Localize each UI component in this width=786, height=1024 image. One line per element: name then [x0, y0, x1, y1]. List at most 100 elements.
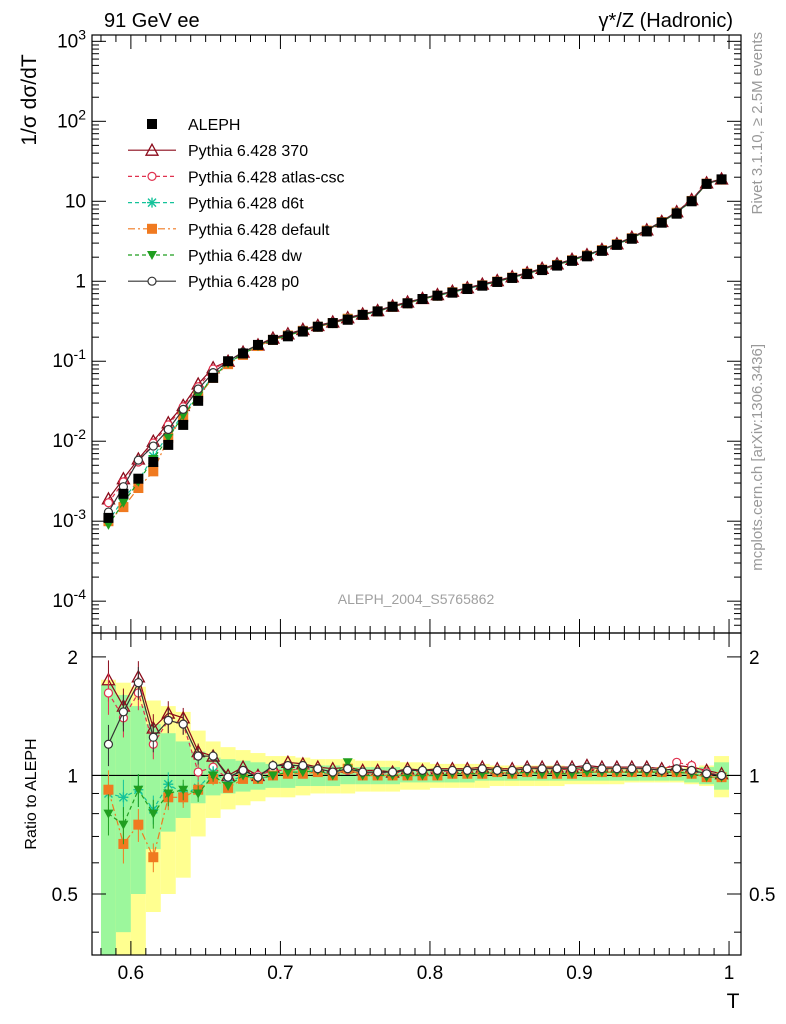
- ratio-marker: [103, 739, 114, 749]
- data-point: [208, 372, 219, 383]
- series-marker: [133, 483, 144, 494]
- main-data-points: [103, 174, 727, 523]
- data-point: [701, 178, 712, 189]
- ratio-marker: [133, 678, 143, 688]
- ratio-marker: [193, 767, 203, 777]
- series-marker: [148, 466, 159, 477]
- data-point: [282, 331, 293, 342]
- series-marker: [163, 433, 174, 443]
- data-point: [223, 356, 234, 367]
- header-right-text: γ*/Z (Hadronic): [599, 10, 733, 32]
- ratio-marker: [627, 764, 637, 774]
- legend-label: Pythia 6.428 p0: [188, 274, 299, 291]
- ratio-marker: [103, 809, 114, 819]
- rivet-version-text: Rivet 3.1.10, ≥ 2.5M events: [749, 32, 766, 215]
- data-point: [178, 419, 189, 430]
- data-point: [656, 217, 667, 228]
- ratio-marker: [687, 765, 697, 775]
- main-y-axis-title: 1/σ dσ/dT: [18, 54, 41, 145]
- ratio-marker: [642, 764, 652, 774]
- data-point: [148, 456, 159, 467]
- ratio-marker: [283, 760, 293, 771]
- data-point: [507, 272, 518, 283]
- ratio-series-group: [92, 660, 741, 873]
- ratio-marker: [223, 772, 233, 782]
- legend-marker: [147, 276, 157, 286]
- ratio-marker: [702, 769, 712, 779]
- ratio-marker: [133, 819, 144, 830]
- data-point: [611, 239, 622, 250]
- legend-item: ALEPH: [147, 117, 240, 134]
- legend-label: Pythia 6.428 370: [188, 143, 308, 160]
- series-marker: [118, 498, 129, 508]
- legend-item: Pythia 6.428 370: [128, 142, 308, 160]
- ratio-marker: [118, 792, 129, 803]
- ratio-marker: [238, 765, 248, 775]
- data-point: [462, 284, 473, 295]
- data-point: [537, 265, 548, 276]
- star-stroke: [147, 198, 157, 208]
- legend-item: Pythia 6.428 p0: [128, 274, 299, 291]
- x-tick-label: 0.6: [118, 963, 144, 984]
- data-point: [686, 196, 697, 207]
- ratio-marker: [148, 852, 159, 863]
- data-point: [297, 326, 308, 337]
- ratio-marker: [492, 765, 502, 775]
- ratio-marker: [133, 785, 144, 795]
- legend-label: Pythia 6.428 d6t: [188, 196, 304, 213]
- legend-marker: [147, 197, 157, 208]
- ratio-y-tick-label: 2: [749, 648, 760, 669]
- x-tick-label: 0.9: [566, 963, 592, 984]
- ratio-marker: [552, 764, 562, 774]
- ratio-marker: [208, 751, 218, 761]
- legend-marker: [147, 223, 157, 234]
- x-tick-label: 0.8: [417, 963, 443, 984]
- legend-item: Pythia 6.428 d6t: [128, 196, 304, 213]
- ratio-marker: [567, 764, 577, 774]
- ratio-y-tick-label: 1: [67, 766, 78, 787]
- data-point: [641, 226, 652, 237]
- series-marker: [103, 520, 114, 530]
- ratio-y-axis-title: Ratio to ALEPH: [23, 738, 40, 849]
- data-point: [522, 269, 533, 280]
- ratio-marker: [716, 770, 727, 781]
- ratio-marker: [178, 785, 189, 795]
- legend: ALEPH Pythia 6.428 370 Pythia 6.428 atlas-…: [128, 117, 345, 291]
- legend-label: Pythia 6.428 default: [188, 222, 330, 239]
- data-point: [387, 301, 398, 312]
- data-point: [357, 309, 368, 320]
- ratio-marker: [118, 820, 129, 830]
- y-tick-label: 10-3: [52, 506, 86, 532]
- ratio-plot-frame: [91, 632, 742, 956]
- ratio-marker: [253, 772, 263, 782]
- x-axis-title: T: [727, 990, 740, 1013]
- y-tick-label: 103: [57, 26, 86, 52]
- legend-label: ALEPH: [188, 117, 240, 134]
- x-tick-label: 0.7: [267, 963, 293, 984]
- ratio-marker: [148, 732, 158, 742]
- ratio-marker: [462, 765, 472, 775]
- legend-marker: [147, 119, 157, 129]
- data-point: [103, 512, 114, 523]
- ratio-marker: [507, 765, 517, 775]
- legend-item: Pythia 6.428 default: [128, 222, 330, 239]
- data-point: [327, 318, 338, 329]
- ratio-marker: [223, 782, 234, 792]
- legend-item: Pythia 6.428 atlas-csc: [128, 169, 345, 186]
- y-tick-label: 10-2: [52, 426, 86, 452]
- ratio-marker: [103, 688, 114, 698]
- header-left-text: 91 GeV ee: [104, 10, 200, 32]
- data-point: [252, 339, 263, 350]
- ratio-marker: [657, 765, 667, 775]
- data-point: [626, 233, 637, 244]
- data-point: [552, 260, 563, 271]
- ratio-marker: [178, 719, 188, 729]
- ratio-marker: [343, 764, 353, 774]
- legend-label: Pythia 6.428 dw: [188, 248, 302, 265]
- data-point: [342, 314, 353, 325]
- axes-group: 10-4 10-3 10-2 10-1 1 10 102 103 0.6 0.7 0.8 0.9 1 0.…: [52, 26, 776, 984]
- y-tick-label: 10: [65, 191, 86, 212]
- ratio-marker: [208, 771, 219, 781]
- data-point: [596, 245, 607, 256]
